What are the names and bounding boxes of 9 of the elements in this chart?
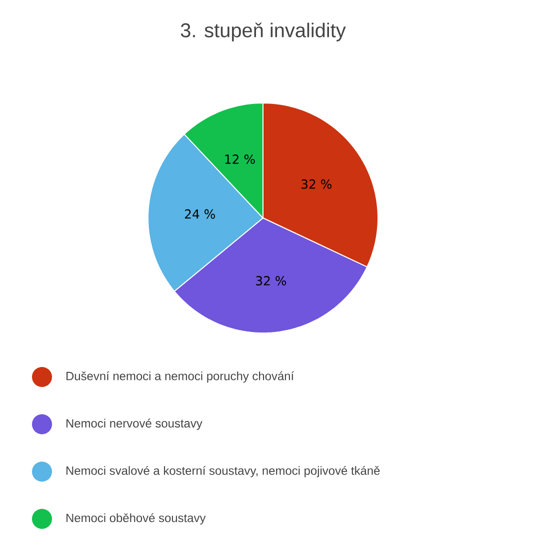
- data-label: 12 %: [225, 154, 255, 164]
- legend-label: Nemoci nervové soustavy: [66, 418, 202, 430]
- data-label: 32 %: [256, 276, 286, 286]
- data-label: 24 %: [184, 209, 215, 219]
- chart-title: 3. stupeň invalidity: [180, 22, 346, 42]
- data-label: 32 %: [302, 179, 332, 189]
- legend-label: Nemoci svalové a kosterní soustavy, nemoci pojivové tkáně: [66, 466, 380, 478]
- legend-label: Nemoci oběhové soustavy: [66, 513, 206, 525]
- legend-label: Duševní nemoci a nemoci poruchy chování: [66, 371, 294, 383]
